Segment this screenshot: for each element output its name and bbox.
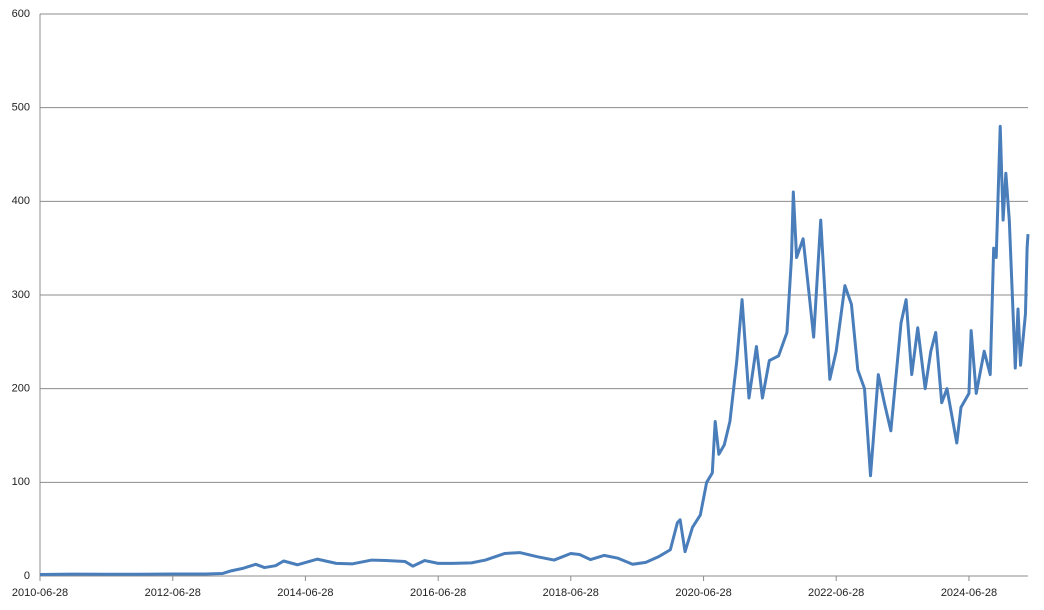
x-tick-label: 2016-06-28	[410, 587, 466, 599]
price-line	[39, 124, 1030, 576]
y-tick-label: 500	[12, 102, 30, 114]
y-tick-label: 400	[12, 195, 30, 207]
x-tick-label: 2024-06-28	[941, 587, 997, 599]
y-tick-label: 600	[12, 8, 30, 20]
x-tick-label: 2012-06-28	[145, 587, 201, 599]
x-tick-label: 2020-06-28	[675, 587, 731, 599]
x-tick-label: 2022-06-28	[808, 587, 864, 599]
x-tick-label: 2018-06-28	[543, 587, 599, 599]
y-tick-label: 100	[12, 476, 30, 488]
y-tick-label: 200	[12, 383, 30, 395]
x-tick-label: 2014-06-28	[277, 587, 333, 599]
x-tick-label: 2010-06-28	[12, 587, 68, 599]
y-tick-label: 300	[12, 289, 30, 301]
y-tick-label: 0	[24, 570, 30, 582]
